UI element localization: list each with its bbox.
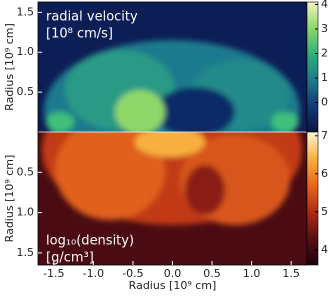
- velocity-image: [38, 2, 307, 132]
- panel-title: log₁₀(density): [46, 234, 134, 249]
- colorbar: [306, 1, 319, 133]
- colorbar-tick-label: 2: [321, 47, 328, 60]
- y-tick-label: 1.5: [17, 246, 35, 259]
- panel-title: radial velocity: [46, 10, 138, 25]
- colorbar-tick-label: 3: [321, 22, 328, 35]
- y-axis-label: Radius [10⁹ cm]: [3, 155, 16, 243]
- x-tick-label: 1.5: [282, 267, 300, 280]
- y-tick-label: 0.5: [17, 165, 35, 178]
- colorbar-tick-label: 4: [321, 243, 328, 256]
- colorbar-tick-label: 6: [321, 167, 328, 180]
- colorbar-tick-label: 7: [321, 129, 328, 142]
- y-axis-label: Radius [10⁹ cm]: [3, 23, 16, 111]
- colorbar: [306, 131, 319, 266]
- y-tick-label: 1.5: [17, 5, 35, 18]
- colorbar-tick-label: 1: [321, 71, 328, 84]
- y-tick-label: 0.5: [17, 85, 35, 98]
- x-tick-label: 0.5: [203, 267, 221, 280]
- x-tick-label: -1.5: [43, 267, 64, 280]
- colorbar-tick-label: 4: [321, 0, 328, 10]
- density-image: [38, 132, 307, 265]
- panel-units: [10⁸ cm/s]: [46, 27, 113, 42]
- x-tick-label: 1.0: [243, 267, 261, 280]
- y-tick-label: 1.0: [17, 206, 35, 219]
- colorbar-tick-label: 0: [321, 96, 328, 109]
- x-axis-label: Radius [10⁹ cm]: [129, 279, 217, 292]
- x-tick-label: -1.0: [83, 267, 104, 280]
- x-tick-label: 0.0: [164, 267, 182, 280]
- x-tick-label: -0.5: [122, 267, 143, 280]
- panel-units: [g/cm³]: [46, 251, 94, 266]
- y-tick-label: 1.0: [17, 45, 35, 58]
- colorbar-tick-label: 5: [321, 205, 328, 218]
